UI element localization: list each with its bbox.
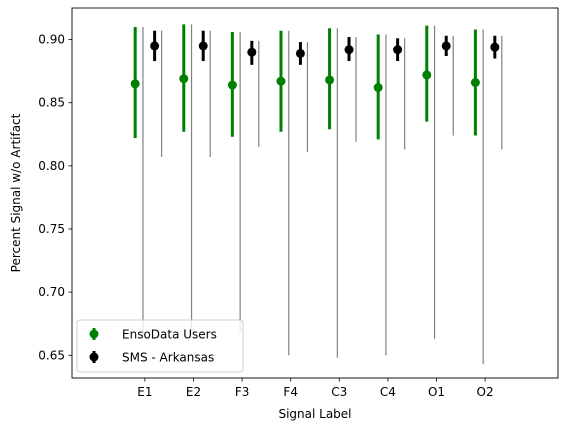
- y-axis-ticks: 0.65 0.70 0.75 0.80 0.85 0.90: [38, 33, 72, 362]
- x-tick-label: E2: [186, 385, 201, 399]
- legend-marker-enso-dot: [89, 329, 99, 339]
- x-tick-label: C4: [380, 385, 396, 399]
- x-tick-label: O1: [428, 385, 445, 399]
- mean-point-enso: [470, 78, 480, 88]
- y-tick-label: 0.70: [38, 285, 65, 299]
- y-tick-label: 0.65: [38, 348, 65, 362]
- y-tick-label: 0.90: [38, 33, 65, 47]
- mean-point-sms: [198, 41, 208, 51]
- y-tick-label: 0.80: [38, 159, 65, 173]
- mean-point-enso: [276, 76, 286, 86]
- mean-point-sms: [150, 41, 160, 51]
- x-tick-label: C3: [331, 385, 347, 399]
- x-tick-label: O2: [477, 385, 494, 399]
- mean-point-sms: [441, 41, 451, 51]
- data-marks: [130, 24, 503, 365]
- x-axis-ticks: E1 E2 F3 F4 C3 C4 O1 O2: [137, 378, 494, 399]
- mean-point-sms: [247, 47, 257, 57]
- plot-frame: [71, 7, 559, 379]
- mean-point-enso: [130, 79, 140, 89]
- legend-item-enso: EnsoData Users: [89, 328, 217, 342]
- mean-point-sms: [295, 48, 305, 58]
- mean-point-enso: [227, 80, 237, 90]
- legend-marker-sms-dot: [89, 352, 99, 362]
- legend-label-sms: SMS - Arkansas: [122, 351, 214, 365]
- legend: EnsoData Users SMS - Arkansas: [76, 319, 244, 373]
- y-axis-label: Percent Signal w/o Artifact: [9, 113, 23, 272]
- x-tick-label: E1: [137, 385, 152, 399]
- legend-frame: [76, 319, 244, 373]
- legend-label-enso: EnsoData Users: [122, 328, 217, 342]
- x-axis-label: Signal Label: [278, 407, 351, 421]
- mean-point-enso: [325, 75, 335, 85]
- mean-point-enso: [373, 83, 383, 93]
- mean-point-sms: [490, 42, 500, 52]
- y-tick-label: 0.75: [38, 222, 65, 236]
- legend-item-sms: SMS - Arkansas: [89, 351, 214, 365]
- x-tick-label: F3: [235, 385, 250, 399]
- mean-point-enso: [422, 70, 432, 80]
- y-tick-label: 0.85: [38, 96, 65, 110]
- mean-point-enso: [179, 74, 189, 84]
- x-tick-label: F4: [283, 385, 298, 399]
- plot-area: [72, 8, 558, 378]
- mean-point-sms: [393, 45, 403, 55]
- mean-point-sms: [344, 45, 354, 55]
